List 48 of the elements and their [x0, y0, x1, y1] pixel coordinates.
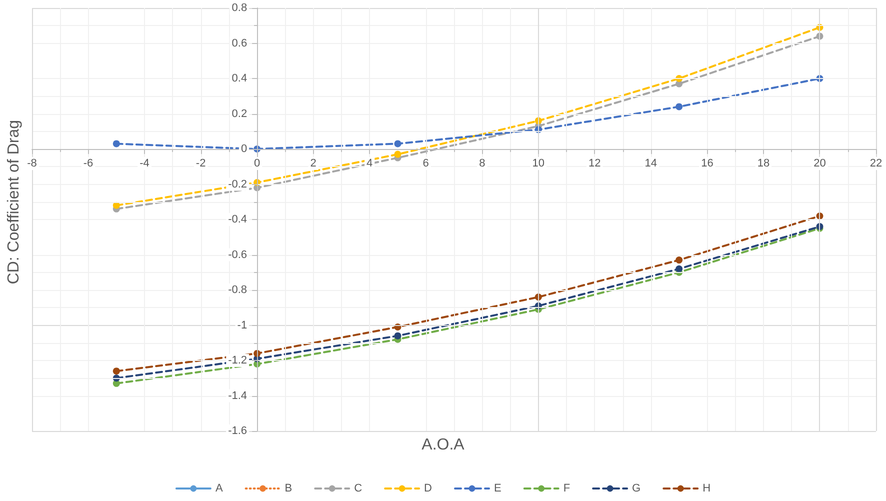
legend-label: E [494, 482, 502, 494]
y-tick-label: -0.2 [228, 178, 248, 190]
x-tick-label: 20 [814, 158, 826, 170]
x-tick-label: 18 [757, 158, 770, 170]
x-tick-label: -6 [83, 158, 94, 170]
y-tick-label: -1 [237, 319, 248, 332]
x-tick-label: 22 [870, 158, 882, 170]
point [394, 150, 402, 158]
point [394, 140, 402, 148]
legend-label: B [284, 482, 292, 494]
legend-label: D [424, 482, 432, 494]
point [676, 256, 683, 264]
y-tick-label: -1.4 [228, 390, 248, 402]
point [394, 332, 402, 340]
x-tick-label: 14 [644, 158, 658, 170]
point [112, 202, 120, 209]
y-tick-label: -0.4 [228, 214, 248, 226]
x-tick-label: 12 [588, 158, 601, 170]
legend-label: G [632, 482, 641, 494]
y-tick-label: 0.8 [232, 2, 248, 14]
legend-label: A [215, 482, 224, 494]
y-tick-label: -1.6 [228, 425, 248, 437]
legend-label: H [702, 482, 711, 494]
y-tick-label: -1.2 [228, 354, 248, 366]
x-tick-label: 8 [479, 158, 486, 170]
y-tick-label: -0.8 [228, 284, 248, 296]
x-tick-label: 2 [310, 158, 316, 170]
point [112, 140, 120, 148]
y-axis-title: CD: Coefficient of Drag [6, 120, 22, 284]
legend-label: F [563, 482, 570, 494]
point [112, 368, 120, 375]
x-tick-label: 10 [532, 158, 545, 170]
point [676, 103, 683, 110]
y-tick-label: -0.6 [228, 248, 248, 261]
x-tick-label: -8 [27, 158, 37, 170]
x-tick-label: 0 [254, 158, 260, 170]
x-tick-label: 6 [422, 158, 429, 170]
x-tick-label: -4 [140, 158, 150, 170]
point [676, 265, 683, 272]
x-axis-title: A.O.A [422, 436, 465, 454]
legend-label: C [354, 482, 362, 494]
x-tick-label: 16 [701, 158, 714, 170]
y-tick-label: 0 [240, 143, 248, 155]
y-tick-label: 0.2 [232, 108, 248, 120]
y-tick-label: 0.6 [232, 37, 248, 50]
x-tick-label: 4 [366, 158, 373, 170]
y-tick-label: 0.4 [232, 72, 248, 84]
x-tick-label: -2 [196, 158, 206, 170]
